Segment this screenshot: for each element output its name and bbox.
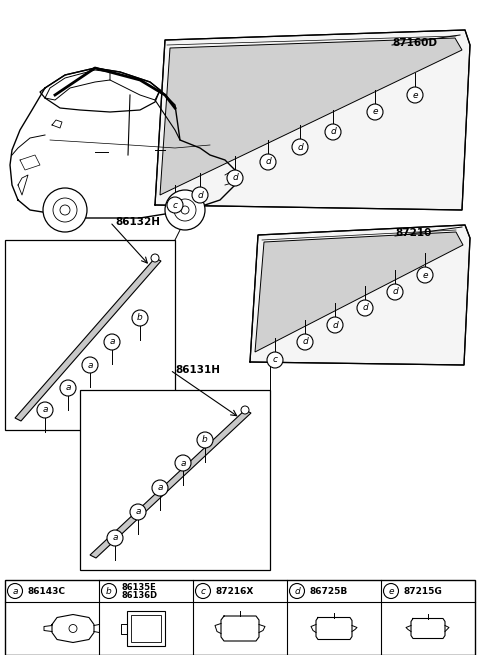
Circle shape — [327, 317, 343, 333]
Polygon shape — [15, 258, 161, 421]
Circle shape — [60, 380, 76, 396]
Circle shape — [197, 432, 213, 448]
Circle shape — [384, 584, 398, 599]
Text: d: d — [332, 320, 338, 329]
Circle shape — [325, 124, 341, 140]
Text: a: a — [42, 405, 48, 415]
Text: e: e — [422, 271, 428, 280]
Text: b: b — [106, 586, 112, 595]
Circle shape — [181, 206, 189, 214]
Text: 86131H: 86131H — [175, 365, 220, 375]
Circle shape — [267, 352, 283, 368]
Circle shape — [104, 334, 120, 350]
Bar — [80, 390, 270, 570]
Circle shape — [227, 170, 243, 186]
Bar — [131, 615, 161, 642]
Text: d: d — [197, 191, 203, 200]
Circle shape — [132, 310, 148, 326]
Circle shape — [69, 624, 77, 633]
Text: 86143C: 86143C — [27, 586, 65, 595]
Circle shape — [167, 197, 183, 213]
Circle shape — [367, 104, 383, 120]
Circle shape — [175, 455, 191, 471]
Text: d: d — [362, 303, 368, 312]
Text: 86135E: 86135E — [121, 582, 156, 591]
Text: 87160D: 87160D — [392, 38, 437, 48]
Circle shape — [82, 357, 98, 373]
Circle shape — [260, 154, 276, 170]
Text: a: a — [87, 360, 93, 369]
Bar — [5, 240, 175, 430]
Text: 87215G: 87215G — [403, 586, 442, 595]
Text: a: a — [65, 383, 71, 392]
Circle shape — [289, 584, 304, 599]
Circle shape — [292, 139, 308, 155]
Text: c: c — [201, 586, 205, 595]
Circle shape — [8, 584, 23, 599]
Text: a: a — [112, 534, 118, 542]
Polygon shape — [90, 410, 251, 558]
Circle shape — [152, 480, 168, 496]
Polygon shape — [255, 232, 463, 352]
Text: d: d — [297, 143, 303, 151]
Circle shape — [357, 300, 373, 316]
Polygon shape — [155, 30, 470, 210]
Text: 86725B: 86725B — [309, 586, 347, 595]
Circle shape — [387, 284, 403, 300]
Circle shape — [165, 190, 205, 230]
Text: d: d — [330, 128, 336, 136]
Text: e: e — [388, 586, 394, 595]
Circle shape — [43, 188, 87, 232]
Text: a: a — [135, 508, 141, 517]
Circle shape — [53, 198, 77, 222]
Circle shape — [174, 199, 196, 221]
Circle shape — [101, 584, 117, 599]
Text: d: d — [392, 288, 398, 297]
Circle shape — [60, 205, 70, 215]
Text: d: d — [294, 586, 300, 595]
Circle shape — [37, 402, 53, 418]
Text: d: d — [265, 157, 271, 166]
Polygon shape — [160, 38, 462, 195]
Text: 86136D: 86136D — [121, 591, 157, 601]
Text: a: a — [109, 337, 115, 346]
Text: c: c — [273, 356, 277, 364]
Text: a: a — [157, 483, 163, 493]
Circle shape — [192, 187, 208, 203]
Text: d: d — [232, 174, 238, 183]
Circle shape — [107, 530, 123, 546]
Text: e: e — [412, 90, 418, 100]
Circle shape — [151, 254, 159, 262]
Circle shape — [241, 406, 249, 414]
Text: b: b — [137, 314, 143, 322]
Circle shape — [407, 87, 423, 103]
Bar — [127, 611, 165, 646]
Polygon shape — [250, 225, 470, 365]
Text: 86132H: 86132H — [115, 217, 160, 227]
Text: b: b — [202, 436, 208, 445]
Circle shape — [130, 504, 146, 520]
Circle shape — [195, 584, 211, 599]
Text: a: a — [12, 586, 18, 595]
Text: a: a — [180, 458, 186, 468]
Circle shape — [297, 334, 313, 350]
Text: d: d — [302, 337, 308, 346]
Text: e: e — [372, 107, 378, 117]
Text: 87216X: 87216X — [215, 586, 253, 595]
Bar — [5, 580, 475, 655]
Text: 87210: 87210 — [395, 228, 432, 238]
Circle shape — [417, 267, 433, 283]
Text: c: c — [172, 200, 178, 210]
